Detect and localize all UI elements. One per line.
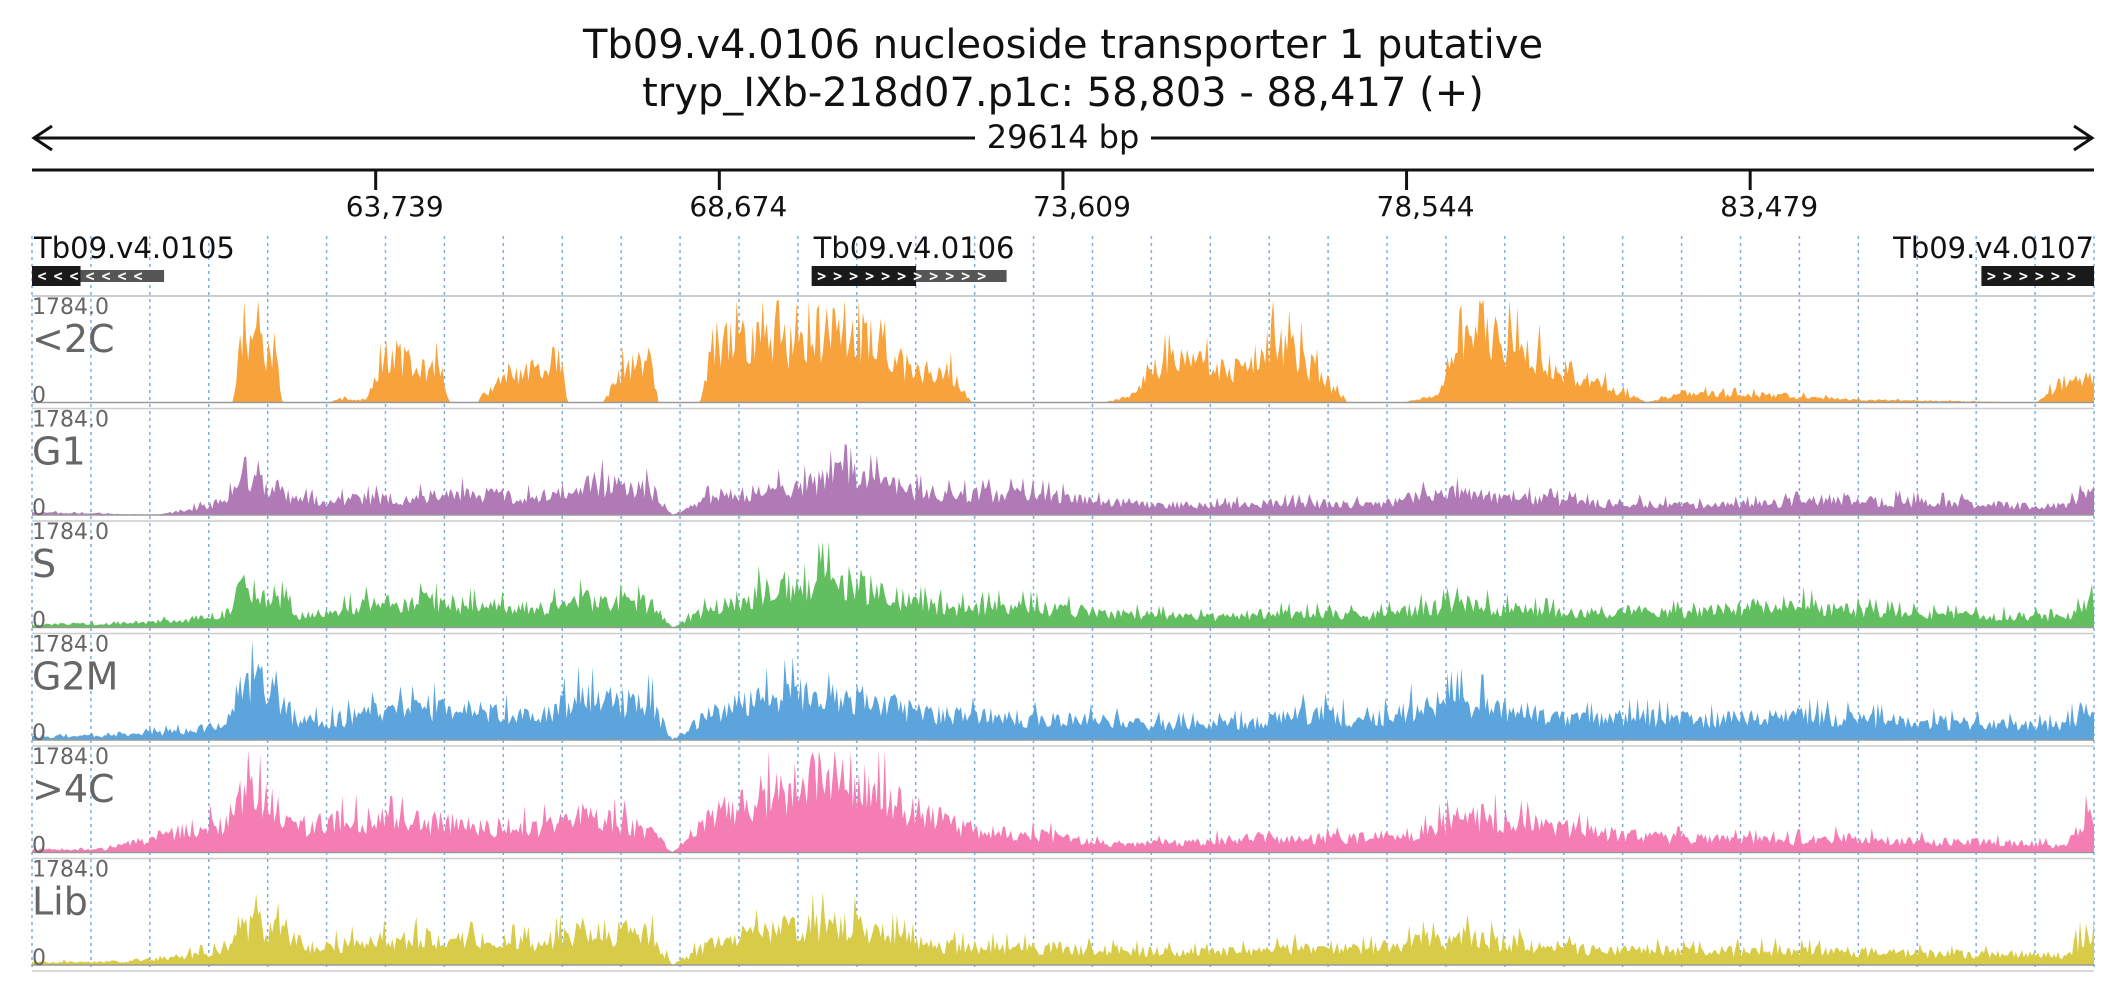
ruler-tick-label-1: 68,674 xyxy=(689,190,787,223)
coverage-area-3 xyxy=(32,639,2094,740)
gene-strand-chevron-1-5: > xyxy=(897,267,906,285)
gene-strand-chevron-0-0: < xyxy=(37,267,46,285)
gene-strand-chevron-1-9: > xyxy=(961,267,970,285)
coverage-area-4 xyxy=(32,750,2094,853)
gene-strand-chevron-0-6: < xyxy=(133,267,142,285)
gene-strand-chevron-2-1: > xyxy=(2003,267,2012,285)
track-ymin-label-1: 0 xyxy=(32,496,46,521)
track-ymax-label-5: 1784.0 xyxy=(32,858,109,883)
gene-label-0: Tb09.v4.0105 xyxy=(33,231,235,265)
span-arrowhead-right xyxy=(2073,124,2095,152)
gene-strand-chevron-1-4: > xyxy=(881,267,890,285)
gene-strand-chevron-1-6: > xyxy=(913,267,922,285)
track-ymax-label-0: 1784.0 xyxy=(32,295,109,320)
track-ymin-label-4: 0 xyxy=(32,834,46,859)
gene-strand-chevron-0-2: < xyxy=(69,267,78,285)
coverage-area-2 xyxy=(32,541,2094,628)
gene-strand-chevron-0-3: < xyxy=(85,267,94,285)
gene-cds-2 xyxy=(1981,266,2094,286)
track-name-2: S xyxy=(32,542,56,586)
coverage-area-1 xyxy=(32,443,2094,515)
gene-label-1: Tb09.v4.0106 xyxy=(813,231,1015,265)
gene-strand-chevron-2-3: > xyxy=(2035,267,2044,285)
track-ymin-label-3: 0 xyxy=(32,721,46,746)
ruler-tick-label-3: 78,544 xyxy=(1377,190,1475,223)
gene-strand-chevron-1-3: > xyxy=(865,267,874,285)
gene-strand-chevron-2-4: > xyxy=(2051,267,2060,285)
coverage-tracks: 1784.0<2C01784.0G101784.0S01784.0G2M0178… xyxy=(32,295,2094,972)
gene-label-2: Tb09.v4.0107 xyxy=(1892,231,2094,265)
track-ymin-label-0: 0 xyxy=(32,384,46,409)
gene-strand-chevron-2-0: > xyxy=(1987,267,1996,285)
gene-strand-chevron-1-7: > xyxy=(929,267,938,285)
ruler-tick-label-4: 83,479 xyxy=(1720,190,1818,223)
coverage-area-0 xyxy=(32,300,2094,403)
track-ymin-label-5: 0 xyxy=(32,946,46,971)
track-ymax-label-3: 1784.0 xyxy=(32,633,109,658)
gene-strand-chevron-1-10: > xyxy=(977,267,986,285)
track-0: 1784.0<2C 0 xyxy=(32,295,2094,410)
gene-strand-chevron-2-5: > xyxy=(2067,267,2076,285)
track-name-1: G1 xyxy=(32,430,86,474)
ruler-ticks: 63,739 68,674 73,609 78,544 83,479 xyxy=(346,170,1818,223)
track-name-0: <2C xyxy=(32,317,115,361)
track-ymin-label-2: 0 xyxy=(32,609,46,634)
gene-strand-chevron-1-0: > xyxy=(817,267,826,285)
ruler-tick-label-2: 73,609 xyxy=(1033,190,1131,223)
gene-annotation-track: Tb09.v4.0105 < < < < < < < Tb09.v4.0106 > > > > > > > > >… xyxy=(32,231,2094,297)
gene-cds-0 xyxy=(32,266,81,286)
gene-strand-chevron-0-4: < xyxy=(101,267,110,285)
chart-title: Tb09.v4.0106 nucleoside transporter 1 pu… xyxy=(582,22,1543,68)
track-2: 1784.0S 0 xyxy=(32,520,2094,635)
span-indicator: 29614 bp xyxy=(31,118,2095,156)
track-1: 1784.0G1 0 xyxy=(32,408,2094,522)
gene-strand-chevron-2-2: > xyxy=(2019,267,2028,285)
track-name-4: >4C xyxy=(32,767,115,811)
span-arrowhead-left xyxy=(31,124,53,152)
gene-utr-1 xyxy=(916,270,1007,282)
gene-cds-1 xyxy=(811,266,917,286)
track-ymax-label-2: 1784.0 xyxy=(32,520,109,545)
track-ymax-label-4: 1784.0 xyxy=(32,745,109,770)
gene-strand-chevron-1-1: > xyxy=(833,267,842,285)
track-name-5: Lib xyxy=(32,880,88,924)
track-name-3: G2M xyxy=(32,655,118,699)
track-ymax-label-1: 1784.0 xyxy=(32,408,109,433)
gene-strand-chevron-0-1: < xyxy=(53,267,62,285)
chart-subtitle: tryp_IXb-218d07.p1c: 58,803 - 88,417 (+) xyxy=(642,70,1484,116)
gene-strand-chevron-1-8: > xyxy=(945,267,954,285)
gene-strand-chevron-0-5: < xyxy=(117,267,126,285)
span-label: 29614 bp xyxy=(987,118,1140,156)
coverage-area-5 xyxy=(32,891,2094,965)
ruler-tick-label-0: 63,739 xyxy=(346,190,444,223)
gene-strand-chevron-1-2: > xyxy=(849,267,858,285)
gene-utr-0 xyxy=(80,270,165,282)
track-4: 1784.0>4C 0 xyxy=(32,745,2094,860)
